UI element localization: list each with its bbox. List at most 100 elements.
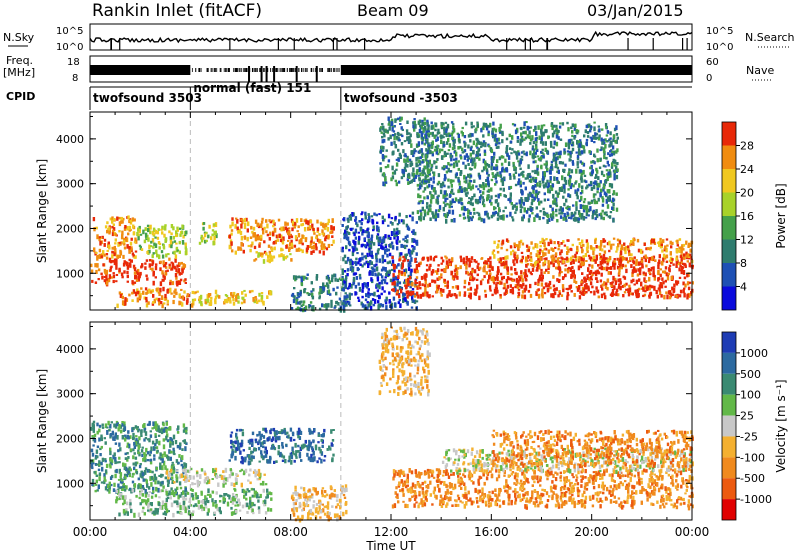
data-cell bbox=[421, 173, 425, 177]
data-cell bbox=[122, 485, 125, 490]
data-cell bbox=[594, 136, 598, 140]
data-cell bbox=[364, 298, 368, 302]
data-cell bbox=[447, 167, 450, 173]
data-cell bbox=[126, 274, 129, 279]
data-cell bbox=[98, 476, 101, 482]
data-cell bbox=[525, 151, 528, 157]
data-cell bbox=[169, 437, 172, 441]
data-cell bbox=[579, 192, 583, 195]
data-cell bbox=[413, 246, 416, 250]
data-cell bbox=[609, 271, 612, 275]
data-cell bbox=[147, 228, 150, 233]
data-cell bbox=[553, 291, 557, 296]
data-cell bbox=[540, 282, 544, 287]
data-cell bbox=[631, 272, 634, 278]
data-cell bbox=[428, 159, 431, 165]
data-cell bbox=[467, 134, 471, 138]
data-cell bbox=[297, 225, 300, 229]
data-cell bbox=[236, 293, 240, 296]
data-cell bbox=[534, 137, 537, 142]
data-cell bbox=[582, 145, 585, 149]
data-cell bbox=[649, 272, 652, 276]
data-cell bbox=[640, 281, 643, 287]
data-cell bbox=[647, 260, 651, 264]
data-cell bbox=[556, 170, 559, 173]
data-cell bbox=[598, 128, 601, 133]
data-cell bbox=[425, 148, 428, 152]
data-cell bbox=[605, 125, 608, 129]
data-cell bbox=[96, 489, 99, 492]
data-cell bbox=[424, 276, 427, 281]
data-cell bbox=[436, 132, 440, 135]
data-cell bbox=[410, 160, 413, 163]
data-cell bbox=[378, 213, 381, 216]
data-cell bbox=[551, 132, 555, 138]
data-cell bbox=[595, 173, 598, 179]
data-cell bbox=[491, 127, 494, 133]
data-cell bbox=[377, 248, 380, 251]
data-cell bbox=[534, 155, 537, 158]
data-cell bbox=[490, 195, 493, 200]
data-cell bbox=[405, 284, 408, 289]
data-cell bbox=[500, 246, 503, 250]
data-cell bbox=[388, 120, 391, 125]
data-cell bbox=[305, 220, 308, 225]
data-cell bbox=[491, 293, 494, 297]
data-cell bbox=[149, 230, 152, 235]
data-cell bbox=[470, 157, 473, 160]
data-cell bbox=[315, 236, 318, 239]
data-cell bbox=[531, 170, 534, 173]
data-cell bbox=[487, 130, 490, 134]
data-cell bbox=[502, 209, 505, 213]
data-cell bbox=[465, 194, 468, 197]
data-cell bbox=[515, 205, 518, 208]
data-cell bbox=[535, 131, 538, 136]
data-cell bbox=[211, 229, 215, 232]
data-cell bbox=[467, 157, 470, 160]
data-cell bbox=[576, 129, 580, 133]
data-cell bbox=[431, 279, 434, 283]
data-cell bbox=[402, 172, 405, 178]
data-cell bbox=[425, 178, 429, 181]
data-cell bbox=[254, 219, 258, 224]
noise-left-tick-bottom: 10^0 bbox=[56, 42, 83, 53]
data-cell bbox=[487, 279, 490, 284]
data-cell bbox=[393, 268, 396, 273]
data-cell bbox=[595, 254, 598, 259]
data-cell bbox=[618, 258, 621, 263]
data-cell bbox=[529, 293, 533, 298]
data-cell bbox=[361, 229, 365, 234]
data-cell bbox=[391, 256, 394, 259]
data-cell bbox=[306, 245, 309, 250]
data-cell bbox=[402, 238, 405, 241]
data-cell bbox=[401, 134, 404, 138]
data-cell bbox=[542, 155, 545, 159]
data-cell bbox=[373, 264, 376, 267]
data-cell bbox=[544, 252, 547, 256]
data-cell bbox=[460, 130, 463, 134]
data-cell bbox=[678, 294, 682, 298]
data-cell bbox=[373, 268, 376, 273]
data-cell bbox=[521, 242, 525, 246]
data-cell bbox=[437, 264, 440, 267]
data-cell bbox=[120, 429, 123, 434]
data-cell bbox=[678, 249, 681, 253]
colorbar-tick-label: 12 bbox=[740, 234, 754, 247]
colorbar-segment bbox=[722, 192, 736, 216]
data-cell bbox=[333, 273, 336, 278]
noise-left-tick-top: 10^5 bbox=[56, 26, 83, 37]
data-cell bbox=[542, 286, 546, 290]
data-cell bbox=[476, 265, 479, 269]
data-cell bbox=[260, 234, 263, 239]
data-cell bbox=[301, 223, 305, 226]
data-cell bbox=[580, 282, 583, 287]
data-cell bbox=[310, 290, 313, 293]
data-cell bbox=[546, 284, 550, 288]
data-cell bbox=[532, 129, 536, 132]
data-cell bbox=[241, 219, 244, 225]
data-cell bbox=[603, 266, 606, 271]
data-cell bbox=[455, 151, 458, 157]
data-cell bbox=[564, 179, 568, 185]
data-cell bbox=[590, 125, 593, 129]
